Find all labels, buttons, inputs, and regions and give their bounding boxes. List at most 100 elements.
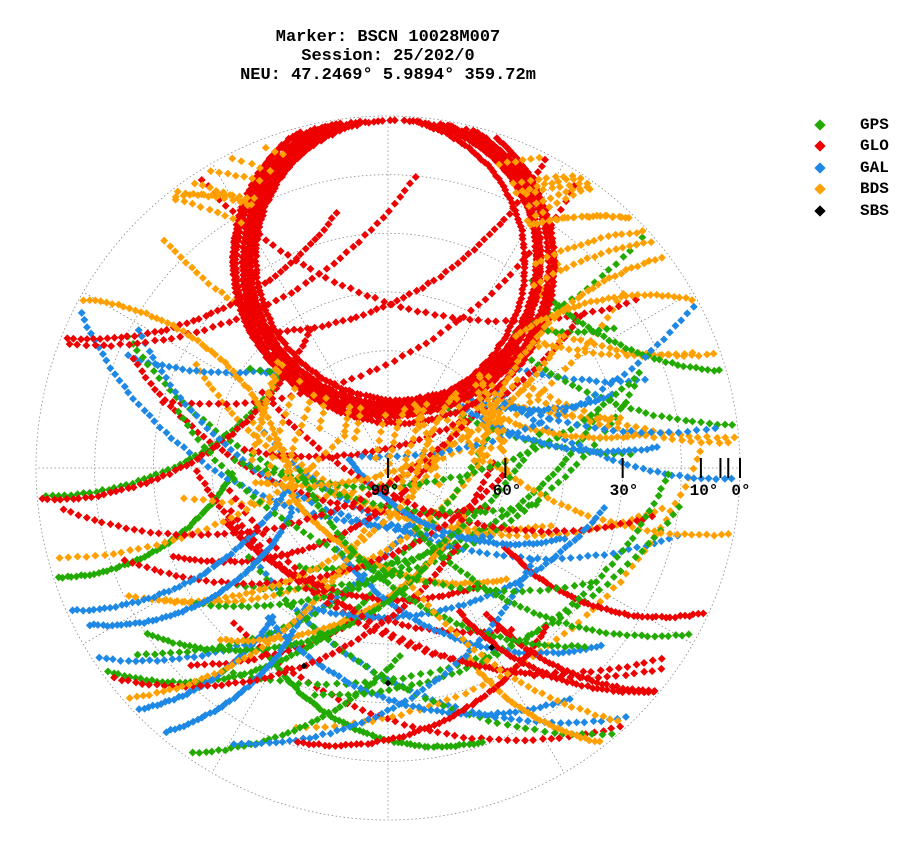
track-point-bds — [238, 596, 247, 605]
track-point-gal — [650, 539, 659, 548]
track-point-gps — [650, 632, 659, 641]
track-point-gps — [202, 748, 211, 757]
track-point-bds — [547, 379, 556, 388]
track-point-glo — [411, 173, 420, 181]
track-point-gal — [467, 547, 476, 555]
track-point-gal — [106, 364, 115, 373]
track-point-glo — [208, 322, 217, 331]
track-point-bds — [567, 359, 576, 367]
track-point-glo — [529, 736, 538, 745]
track-point-gps — [710, 366, 719, 375]
track-point-gal — [631, 462, 640, 471]
track-point-gal — [600, 551, 609, 559]
track-point-bds — [160, 236, 169, 245]
track-point-gps — [402, 739, 411, 748]
track-point-glo — [262, 236, 271, 245]
track-point-glo — [501, 316, 510, 325]
track-point-gal — [585, 376, 594, 384]
track-point-bds — [605, 350, 614, 359]
track-point-bds — [598, 515, 607, 524]
track-point-gps — [322, 680, 331, 689]
track-point-gal — [129, 394, 138, 403]
track-point-glo — [114, 521, 123, 530]
track-point-glo — [450, 731, 459, 740]
track-point-gps — [697, 365, 706, 374]
track-point-gps — [332, 679, 341, 688]
track-point-glo — [404, 622, 413, 631]
track-point-gps — [609, 572, 618, 581]
track-point-bds — [211, 520, 220, 529]
track-point-glo — [237, 557, 246, 566]
track-point-glo — [59, 505, 68, 514]
track-point-gps — [497, 512, 506, 521]
track-point-bds — [198, 273, 207, 282]
track-point-gal — [634, 359, 643, 368]
track-point-glo — [283, 250, 292, 259]
track-point-gal — [529, 704, 538, 713]
track-point-bds — [388, 712, 397, 721]
track-point-glo — [241, 399, 250, 407]
track-point-gps — [188, 748, 197, 757]
track-point-glo — [359, 311, 368, 319]
track-point-gps — [304, 679, 313, 688]
track-point-bds — [132, 692, 141, 701]
track-point-glo — [448, 263, 457, 272]
track-point-bds — [199, 495, 208, 504]
track-point-glo — [165, 569, 174, 578]
track-point-gps — [132, 346, 141, 355]
track-point-glo — [379, 213, 388, 222]
track-point-gps — [608, 560, 617, 569]
track-point-gps — [549, 470, 558, 479]
track-point-gps — [583, 388, 592, 397]
track-point-bds — [693, 455, 702, 464]
track-point-bds — [228, 409, 237, 418]
track-point-glo — [632, 660, 641, 669]
track-point-bds — [560, 629, 569, 638]
track-point-bds — [179, 494, 188, 503]
track-point-gal — [591, 551, 600, 560]
track-point-glo — [332, 208, 341, 217]
track-point-gal — [311, 732, 320, 741]
track-point-bds — [143, 542, 152, 551]
track-point-gps — [572, 460, 581, 469]
track-point-gps — [536, 586, 545, 595]
track-point-glo — [269, 399, 278, 408]
track-point-glo — [290, 423, 299, 431]
track-point-glo — [146, 528, 155, 537]
track-point-bds — [613, 352, 622, 361]
track-point-gps — [595, 585, 604, 594]
track-point-gps — [570, 581, 579, 590]
track-point-glo — [227, 507, 236, 515]
track-point-glo — [200, 326, 209, 335]
track-point-gps — [453, 486, 462, 495]
track-point-gal — [598, 385, 607, 393]
track-point-gps — [491, 517, 500, 526]
track-point-gal — [135, 705, 144, 714]
track-point-glo — [322, 264, 331, 273]
track-point-gps — [681, 416, 690, 425]
chart-title: Marker: BSCN 10028M007 Session: 25/202/0… — [0, 28, 776, 85]
track-point-gps — [310, 691, 319, 700]
track-point-bds — [159, 687, 168, 696]
track-point-gal — [499, 551, 508, 560]
track-point-glo — [384, 207, 393, 216]
track-point-bds — [223, 293, 231, 302]
track-point-glo — [293, 284, 302, 293]
track-point-glo — [333, 459, 342, 468]
track-point-glo — [290, 325, 299, 334]
track-point-bds — [486, 444, 495, 452]
track-point-bds — [549, 497, 558, 506]
track-point-glo — [200, 660, 209, 669]
track-point-glo — [490, 225, 499, 234]
track-point-bds — [73, 552, 82, 561]
track-point-glo — [371, 293, 380, 302]
track-point-gal — [98, 350, 107, 358]
track-point-bds — [253, 594, 262, 603]
track-point-gal — [207, 368, 216, 377]
track-point-glo — [481, 295, 490, 304]
track-point-gps — [188, 428, 197, 437]
track-point-gps — [597, 571, 606, 580]
track-point-glo — [213, 530, 222, 539]
track-point-gps — [103, 667, 112, 676]
track-point-glo — [320, 225, 329, 234]
